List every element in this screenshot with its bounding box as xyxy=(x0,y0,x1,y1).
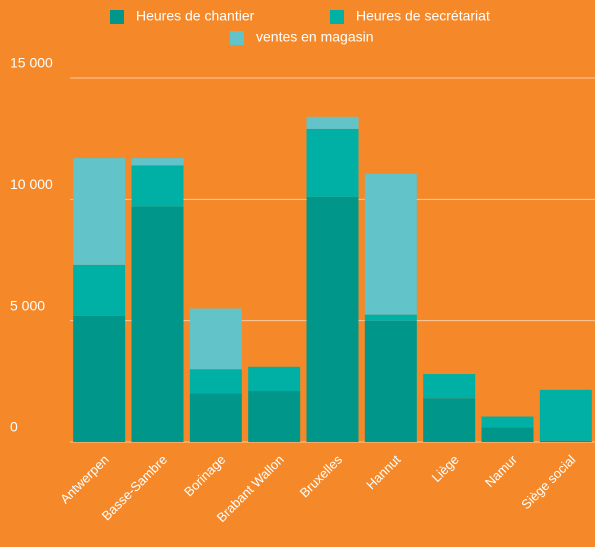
bar xyxy=(306,128,359,197)
bar xyxy=(131,158,184,166)
x-tick-label: Liège xyxy=(429,452,462,485)
bar xyxy=(364,173,417,315)
bar xyxy=(131,165,184,207)
x-tick-label: Hannut xyxy=(363,452,404,493)
bar xyxy=(73,315,126,442)
bar xyxy=(306,116,359,129)
legend-label: ventes en magasin xyxy=(256,29,374,45)
x-tick-label: Namur xyxy=(482,451,521,490)
bar xyxy=(539,440,592,442)
bar xyxy=(131,206,184,442)
bar xyxy=(306,196,359,442)
bar xyxy=(73,158,126,265)
bar xyxy=(481,416,534,428)
y-tick-label: 5 000 xyxy=(10,297,45,313)
x-tick-label: Bruxelles xyxy=(297,452,346,501)
y-tick-label: 15 000 xyxy=(10,55,53,71)
x-tick-label: Siège social xyxy=(518,452,578,512)
legend-label: Heures de chantier xyxy=(136,8,255,24)
x-tick-label: Borinage xyxy=(181,452,228,499)
bar xyxy=(364,320,417,442)
bar xyxy=(73,264,126,316)
bar xyxy=(189,393,242,442)
bar xyxy=(248,391,301,442)
legend-swatch xyxy=(110,10,124,24)
bar xyxy=(189,308,242,370)
bar xyxy=(481,427,534,442)
legend-label: Heures de secrétariat xyxy=(356,8,490,24)
y-tick-label: 10 000 xyxy=(10,176,53,192)
x-tick-label: Antwerpen xyxy=(57,452,112,507)
y-tick-label: 0 xyxy=(10,419,18,435)
bar xyxy=(189,369,242,394)
bar xyxy=(248,366,301,392)
bar xyxy=(423,374,476,399)
bar xyxy=(364,314,417,321)
legend-swatch xyxy=(230,31,244,45)
bar xyxy=(539,389,592,441)
bar xyxy=(423,398,476,442)
legend-swatch xyxy=(330,10,344,24)
